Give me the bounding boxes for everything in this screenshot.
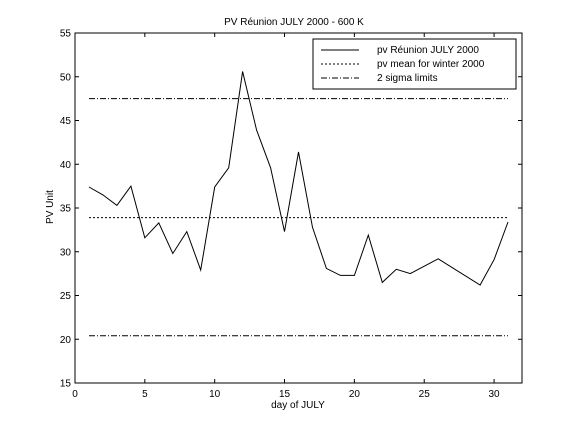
- x-tick-label: 20: [349, 389, 361, 400]
- y-tick-label: 15: [60, 379, 72, 390]
- legend-label-observed: pv Réunion JULY 2000: [377, 45, 479, 56]
- x-tick-label: 25: [419, 389, 431, 400]
- plot-area: [74, 32, 523, 384]
- x-tick-label: 0: [72, 389, 78, 400]
- y-tick-label: 50: [60, 72, 72, 83]
- y-axis: 15 20 25 30 35 40 45 50 55: [60, 29, 522, 390]
- series-line-0: [88, 71, 509, 286]
- y-tick-label: 35: [60, 204, 72, 215]
- legend: pv Réunion JULY 2000 pv mean for winter …: [312, 38, 517, 90]
- x-tick-label: 5: [142, 389, 148, 400]
- x-tick-label: 10: [209, 389, 221, 400]
- legend-label-mean: pv mean for winter 2000: [377, 59, 485, 70]
- y-tick-label: 40: [60, 160, 72, 171]
- x-tick-label: 30: [489, 389, 501, 400]
- y-tick-label: 20: [60, 335, 72, 346]
- chart-title: PV Réunion JULY 2000 - 600 K: [224, 17, 364, 28]
- series-layer: [88, 71, 509, 337]
- y-tick-label: 25: [60, 291, 72, 302]
- y-tick-label: 30: [60, 247, 72, 258]
- x-axis-label: day of JULY: [271, 400, 325, 411]
- y-tick-label: 45: [60, 116, 72, 127]
- y-tick-label: 55: [60, 29, 72, 40]
- x-axis: 0 5 10 15 20 25 30: [72, 33, 500, 400]
- legend-label-sigma: 2 sigma limits: [377, 73, 438, 84]
- x-tick-label: 15: [279, 389, 291, 400]
- y-axis-label: PV Unit: [45, 190, 56, 224]
